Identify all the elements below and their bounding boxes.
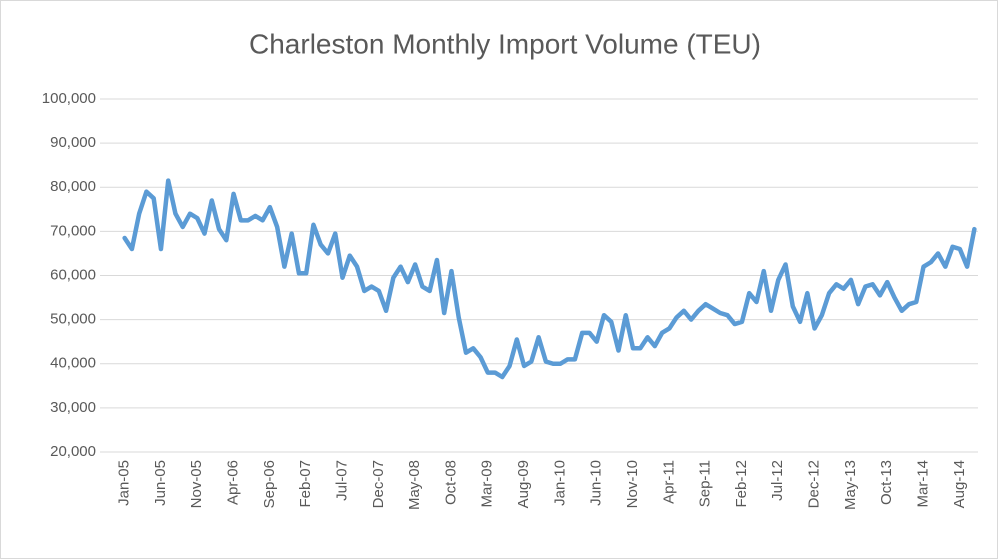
x-tick-label: Jan-05	[116, 460, 133, 506]
y-tick-label: 90,000	[50, 134, 96, 151]
x-tick-label: Mar-09	[479, 460, 496, 508]
x-tick-label: Apr-06	[225, 460, 242, 505]
y-tick-label: 60,000	[50, 266, 96, 283]
x-tick-label: Oct-08	[442, 460, 459, 505]
chart-title: Charleston Monthly Import Volume (TEU)	[249, 28, 761, 59]
x-tick-label: Aug-09	[515, 460, 532, 508]
y-tick-label: 20,000	[50, 443, 96, 460]
y-tick-label: 70,000	[50, 222, 96, 239]
x-tick-label: Jun-10	[588, 460, 605, 506]
x-tick-label: Jan-10	[551, 460, 568, 506]
x-tick-label: Nov-05	[188, 460, 205, 508]
x-tick-label: Oct-13	[878, 460, 895, 505]
x-tick-label: Sep-06	[261, 460, 278, 508]
x-tick-label: Aug-14	[951, 460, 968, 508]
x-tick-label: May-08	[406, 460, 423, 510]
x-tick-label: Nov-10	[624, 460, 641, 508]
data-line	[122, 178, 977, 380]
y-tick-label: 30,000	[50, 399, 96, 416]
y-tick-label: 100,000	[42, 90, 96, 107]
x-tick-label: Apr-11	[660, 460, 677, 504]
y-tick-label: 40,000	[50, 355, 96, 372]
y-tick-label: 80,000	[50, 178, 96, 195]
x-tick-label: Jun-05	[152, 460, 169, 506]
x-tick-label: Sep-11	[697, 460, 714, 507]
x-tick-label: Dec-12	[806, 460, 823, 508]
x-tick-label: Feb-12	[733, 460, 750, 508]
x-tick-label: Feb-07	[297, 460, 314, 508]
x-tick-label: Jul-07	[333, 460, 350, 501]
x-tick-label: Dec-07	[370, 460, 387, 508]
y-tick-label: 50,000	[50, 311, 96, 328]
x-tick-label: May-13	[842, 460, 859, 510]
x-tick-label: Jul-12	[769, 460, 786, 501]
x-tick-label: Mar-14	[914, 460, 931, 508]
